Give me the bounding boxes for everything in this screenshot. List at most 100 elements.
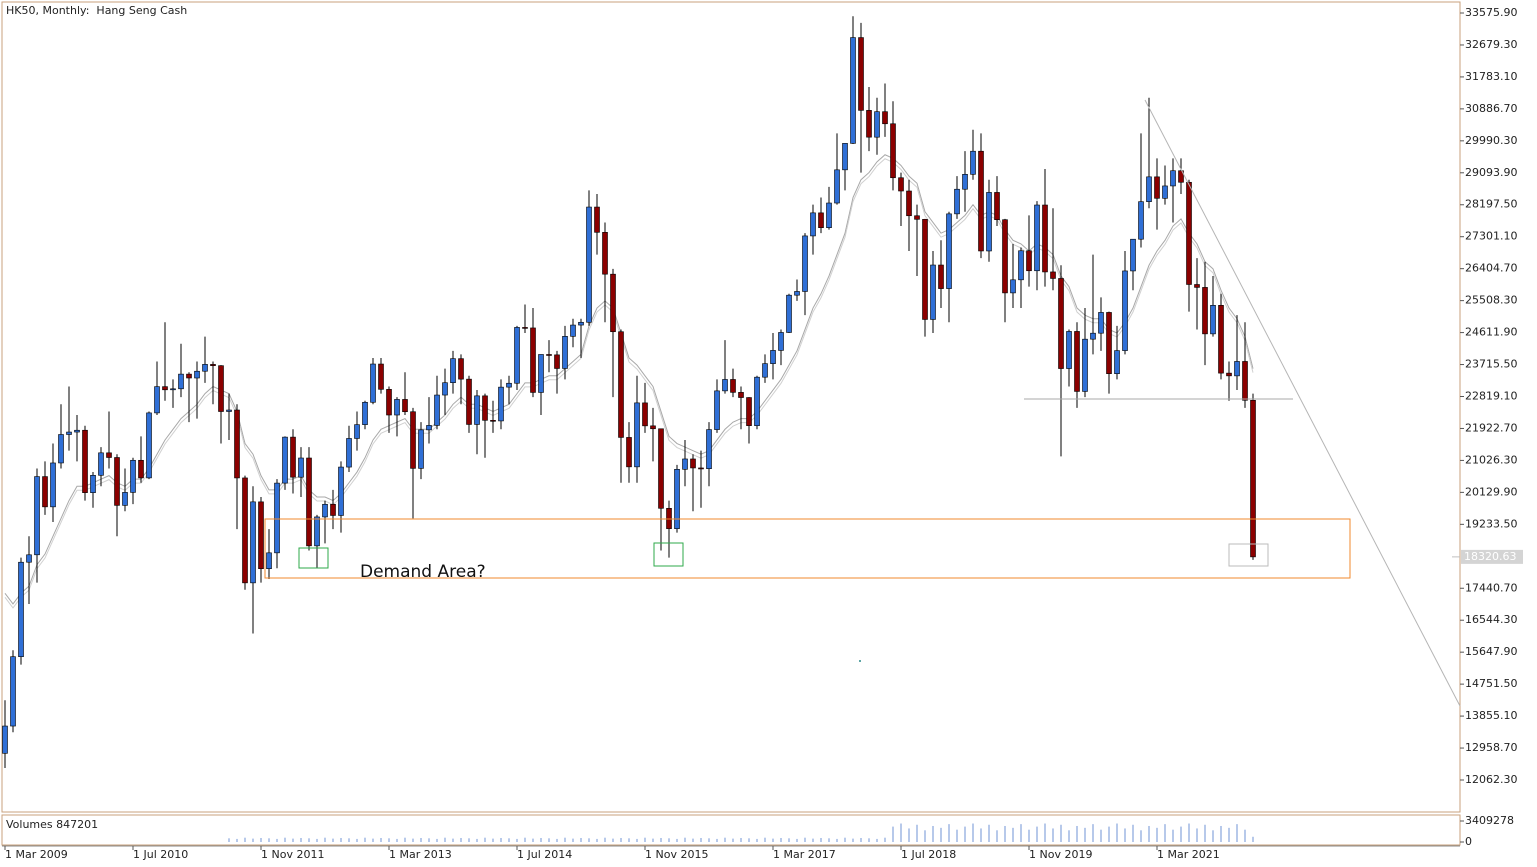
candle-body	[266, 552, 272, 570]
volume-bar	[596, 838, 598, 842]
candle-body	[250, 501, 256, 584]
volume-tick-label: 0	[1465, 835, 1472, 848]
volume-bar	[1188, 823, 1190, 842]
candle-body	[98, 452, 104, 476]
volume-bar	[292, 838, 294, 842]
candle-body	[194, 370, 200, 379]
volume-bar	[236, 838, 238, 842]
volume-bar	[388, 838, 390, 842]
candle-body	[1010, 279, 1016, 294]
candle-body	[354, 424, 360, 439]
volume-bar	[996, 830, 998, 842]
candle-body	[562, 336, 568, 369]
candle-body	[346, 438, 352, 468]
volume-bar	[588, 838, 590, 842]
volume-bar	[492, 838, 494, 842]
candle-body	[146, 412, 152, 479]
candle-body	[698, 467, 704, 470]
candle-body	[138, 459, 144, 479]
volume-bar	[1084, 827, 1086, 842]
volume-bar	[1172, 829, 1174, 842]
volume-bar	[244, 837, 246, 842]
candle-body	[418, 429, 424, 469]
volume-bar	[1004, 825, 1006, 842]
y-tick-label: 17440.70	[1465, 581, 1518, 594]
volume-bar	[860, 837, 862, 842]
candle-body	[538, 354, 544, 393]
candle-body	[1090, 332, 1096, 340]
candle-body	[58, 434, 64, 464]
candle-body	[1098, 312, 1104, 334]
candle-body	[474, 395, 480, 425]
volume-bar	[1140, 830, 1142, 842]
candle-body	[1122, 270, 1128, 351]
volume-bar	[1044, 823, 1046, 842]
volume-bar	[324, 837, 326, 842]
y-tick-label: 32679.30	[1465, 38, 1518, 51]
volume-bar	[972, 823, 974, 842]
y-tick-label: 29093.90	[1465, 166, 1518, 179]
candle-body	[450, 358, 456, 384]
candle-body	[1050, 271, 1056, 279]
candle-body	[1202, 287, 1208, 335]
volume-bar	[724, 837, 726, 842]
candle-body	[50, 462, 56, 508]
volume-bar	[260, 837, 262, 842]
volume-bar	[508, 838, 510, 842]
y-tick-label: 31783.10	[1465, 70, 1518, 83]
volume-bar	[1012, 827, 1014, 842]
candle-body	[34, 476, 40, 556]
candle-body	[826, 202, 832, 228]
volume-bar	[788, 838, 790, 842]
x-tick-label: 1 Mar 2021	[1157, 848, 1220, 861]
volume-bar	[812, 838, 814, 842]
volume-bar	[1052, 828, 1054, 842]
volume-bar	[636, 838, 638, 842]
candle-body	[842, 143, 848, 171]
candle-body	[1234, 361, 1240, 377]
candle-body	[82, 429, 88, 493]
candle-body	[650, 425, 656, 430]
volume-bar	[300, 837, 302, 842]
y-tick-label: 13855.10	[1465, 709, 1518, 722]
candle-body	[954, 188, 960, 215]
volume-bar	[716, 838, 718, 842]
volume-bar	[700, 837, 702, 842]
volume-bar	[828, 838, 830, 842]
candle-body	[930, 264, 936, 320]
volume-bar	[444, 837, 446, 842]
volume-bar	[1028, 829, 1030, 842]
candle-body	[810, 212, 816, 237]
last-price-box	[1461, 549, 1523, 564]
candle-body	[1026, 250, 1032, 272]
volume-bar	[836, 838, 838, 842]
x-tick-label: 1 Jul 2010	[133, 848, 188, 861]
candle-body	[922, 219, 928, 320]
y-tick-label: 33575.90	[1465, 6, 1518, 19]
candle-body	[1186, 181, 1192, 285]
candle-body	[610, 273, 616, 333]
y-tick-label: 19233.50	[1465, 517, 1518, 530]
volume-bar	[852, 838, 854, 842]
volume-bar	[1220, 825, 1222, 842]
volume-bar	[564, 837, 566, 842]
y-tick-label: 28197.50	[1465, 198, 1518, 211]
candle-body	[690, 458, 696, 469]
volume-bar	[804, 837, 806, 842]
volume-bar	[1252, 836, 1254, 842]
volume-bar	[916, 824, 918, 842]
volume-bar	[316, 838, 318, 842]
volume-bar	[340, 837, 342, 842]
x-tick-label: 1 Nov 2015	[645, 848, 708, 861]
candle-body	[506, 382, 512, 388]
candle-body	[1114, 350, 1120, 374]
candle-body	[466, 378, 472, 425]
volume-bar	[468, 838, 470, 842]
volume-bar	[900, 823, 902, 842]
volume-bar	[956, 829, 958, 842]
volume-bar	[884, 837, 886, 842]
candle-body	[42, 476, 48, 508]
candle-body	[1034, 204, 1040, 272]
candle-body	[770, 350, 776, 364]
